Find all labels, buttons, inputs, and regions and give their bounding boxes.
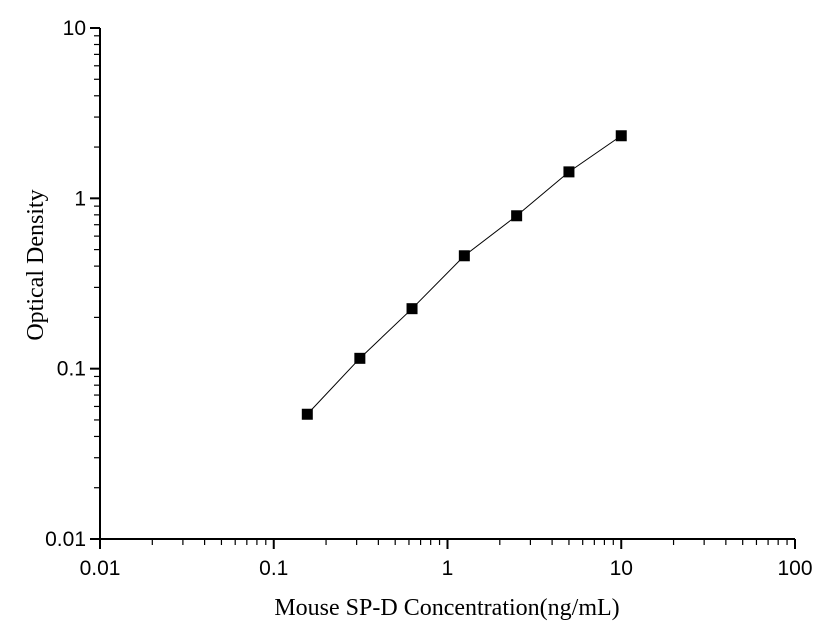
data-point-marker (511, 210, 523, 222)
x-tick-label: 10 (610, 557, 633, 580)
y-axis-title: Optical Density (23, 189, 49, 340)
plot-area (99, 28, 795, 540)
data-point-marker (301, 408, 313, 420)
x-axis-ticks (99, 539, 796, 549)
y-axis-ticks (90, 27, 100, 540)
y-tick-label: 10 (63, 17, 86, 40)
x-axis-title: Mouse SP-D Concentration(ng/mL) (274, 595, 619, 621)
y-axis-tick-labels: 0.01 0.1 1 10 (45, 17, 86, 551)
x-axis-tick-labels: 0.01 0.1 1 10 100 (80, 557, 813, 580)
x-tick-label: 0.01 (80, 557, 121, 580)
data-point-marker (458, 250, 470, 262)
data-point-marker (354, 352, 366, 364)
y-tick-label: 0.1 (57, 358, 86, 381)
data-point-marker (615, 130, 627, 142)
series-layer (301, 130, 627, 420)
y-tick-label: 1 (74, 187, 86, 210)
series-line (306, 135, 622, 415)
data-point-marker (563, 166, 575, 178)
data-point-marker (406, 303, 418, 315)
x-tick-label: 100 (777, 557, 812, 580)
y-tick-label: 0.01 (45, 528, 86, 551)
x-tick-label: 1 (442, 557, 454, 580)
x-tick-label: 0.1 (259, 557, 288, 580)
